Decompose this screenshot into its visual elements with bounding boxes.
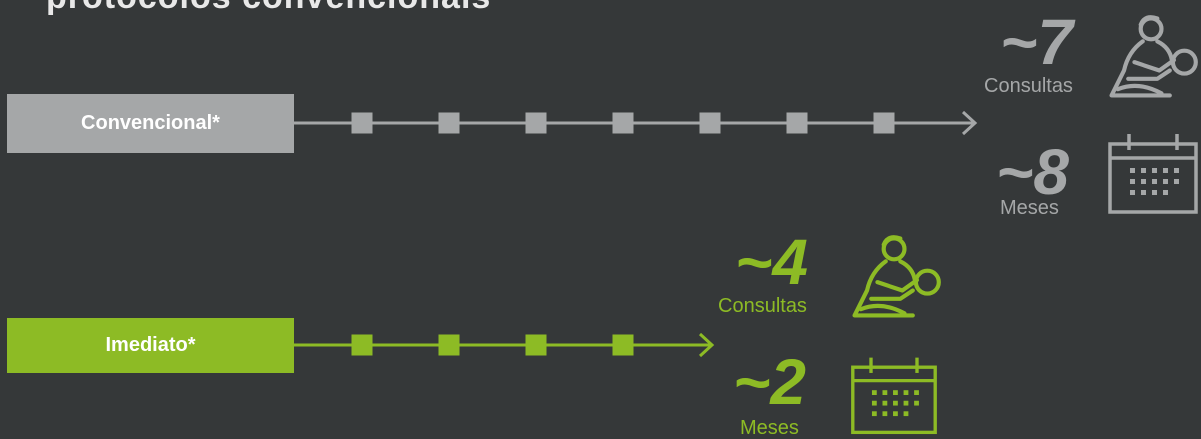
- immediate-arrowhead: [698, 332, 715, 358]
- immediate-step-marker: [525, 334, 547, 356]
- conventional-label-box: Convencional*: [7, 94, 294, 153]
- calendar-icon: [851, 357, 937, 435]
- conventional-consultations-value: ~7: [1000, 6, 1073, 78]
- immediate-duration-label: Meses: [740, 417, 799, 439]
- patient-care-icon: [1109, 15, 1198, 98]
- immediate-step-marker: [351, 334, 373, 356]
- conventional-arrowhead: [961, 110, 978, 136]
- immediate-consultations-label: Consultas: [718, 295, 807, 317]
- conventional-step-marker: [612, 112, 634, 134]
- calendar-icon: [1108, 134, 1198, 214]
- immediate-step-marker: [612, 334, 634, 356]
- conventional-consultations-label: Consultas: [984, 75, 1073, 97]
- conventional-step-marker: [873, 112, 895, 134]
- conventional-label: Convencional*: [81, 112, 220, 134]
- conventional-step-marker: [699, 112, 721, 134]
- immediate-duration-value: ~2: [733, 346, 806, 418]
- immediate-label: Imediato*: [105, 334, 196, 356]
- immediate-label-box: Imediato*: [7, 318, 294, 373]
- conventional-step-marker: [525, 112, 547, 134]
- conventional-duration-label: Meses: [1000, 197, 1059, 219]
- conventional-duration-value: ~8: [996, 136, 1069, 208]
- conventional-step-marker: [438, 112, 460, 134]
- conventional-step-marker: [351, 112, 373, 134]
- conventional-step-marker: [786, 112, 808, 134]
- patient-care-icon: [852, 235, 941, 318]
- page-title: protocolos convencionais: [46, 0, 491, 17]
- immediate-consultations-value: ~4: [735, 226, 808, 298]
- immediate-step-marker: [438, 334, 460, 356]
